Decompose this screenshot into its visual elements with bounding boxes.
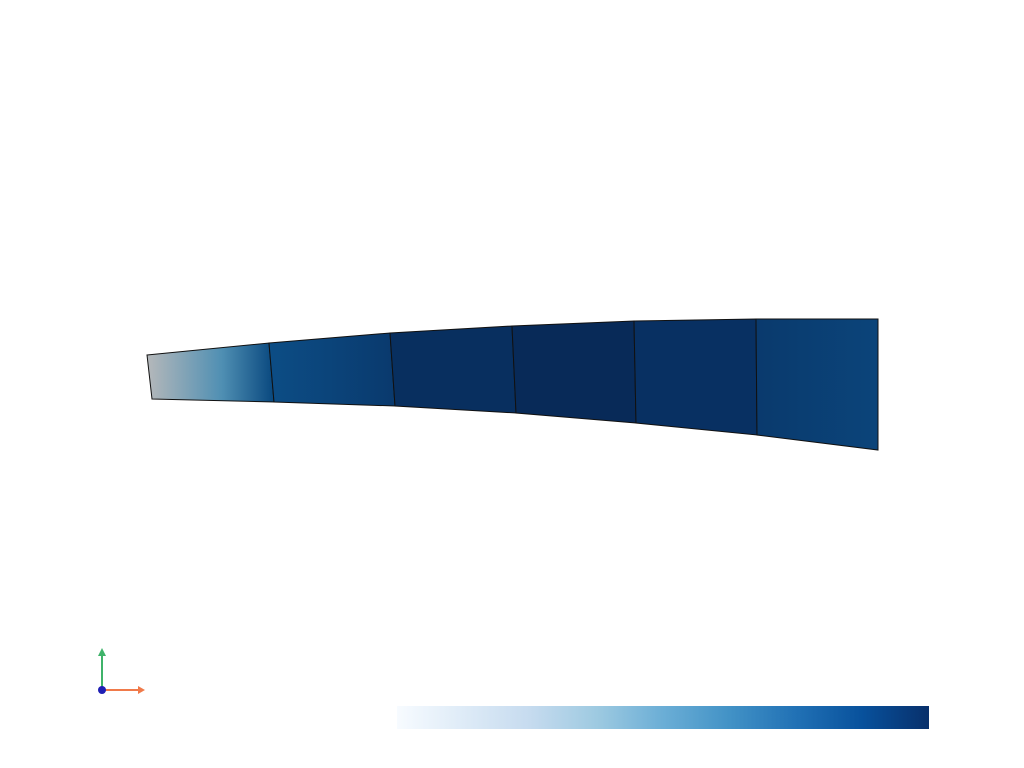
y-axis-arrow-head [98,648,106,656]
mesh-element-4 [511,320,637,424]
mesh-element-3 [389,325,517,414]
x-axis-arrow-head [138,686,145,694]
mesh-element-2 [268,332,396,407]
mesh-element-1 [146,342,275,403]
colormap-scalar-bar [397,706,929,729]
z-axis-dot [98,686,106,694]
beam-mesh [146,318,879,451]
mesh-element-6 [755,318,879,451]
orientation-axes-triad [98,648,145,694]
mesh-element-5 [633,318,758,436]
